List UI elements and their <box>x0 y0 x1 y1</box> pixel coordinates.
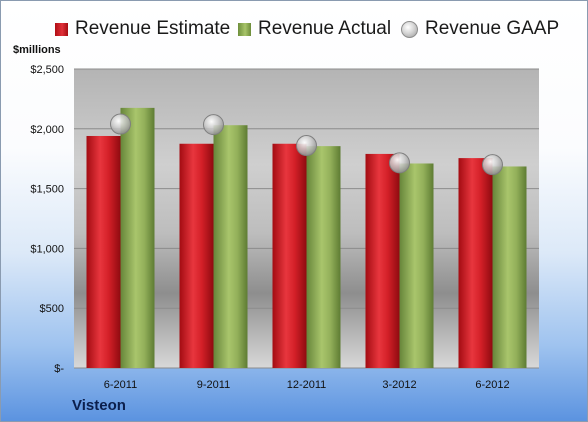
y-tick-label: $- <box>54 363 64 375</box>
bar-revenue-actual <box>492 166 527 368</box>
x-axis-ticks: 6-2011 9-2011 12-2011 3-2012 6-2012 <box>104 379 510 391</box>
marker-revenue-gaap <box>389 152 410 174</box>
x-tick-label: 6-2011 <box>104 379 137 391</box>
bar-revenue-estimate <box>179 143 214 368</box>
bar-revenue-estimate <box>365 153 400 368</box>
company-name: Visteon <box>72 397 126 414</box>
x-tick-label: 3-2012 <box>382 379 416 391</box>
bar-revenue-estimate <box>458 158 493 368</box>
x-tick-label: 9-2011 <box>197 379 230 391</box>
y-tick-label: $500 <box>40 303 64 315</box>
bar-revenue-actual <box>399 163 434 368</box>
marker-revenue-gaap <box>482 154 503 176</box>
legend-label-actual: Revenue Actual <box>258 18 392 39</box>
legend-label-estimate: Revenue Estimate <box>75 18 231 39</box>
legend-label-gaap: Revenue GAAP <box>425 18 560 39</box>
bar-revenue-estimate <box>272 143 307 368</box>
y-tick-label: $2,000 <box>30 124 64 136</box>
y-tick-label: $1,500 <box>30 184 64 196</box>
legend-swatch-estimate <box>55 22 68 36</box>
bar-revenue-actual <box>120 107 155 369</box>
legend-item-revenue-actual: Revenue Actual <box>238 15 391 43</box>
y-tick-label: $1,000 <box>30 243 64 255</box>
chart-legend: Revenue Estimate Revenue Actual Revenue … <box>1 15 587 43</box>
legend-item-revenue-gaap: Revenue GAAP <box>401 15 559 43</box>
y-axis-ticks: $- $500 $1,000 $1,500 $2,000 $2,500 <box>30 64 64 375</box>
x-tick-label: 12-2011 <box>287 379 327 391</box>
marker-revenue-gaap <box>296 135 317 157</box>
bars <box>86 107 527 369</box>
bar-revenue-actual <box>213 125 248 368</box>
gaap-markers <box>110 113 503 176</box>
legend-item-revenue-estimate: Revenue Estimate <box>55 15 230 43</box>
y-axis-units-label: $millions <box>13 44 61 56</box>
bar-revenue-estimate <box>86 135 121 368</box>
bar-revenue-actual <box>306 146 341 368</box>
y-tick-label: $2,500 <box>30 64 64 76</box>
marker-revenue-gaap <box>110 113 131 135</box>
x-tick-label: 6-2012 <box>475 379 509 391</box>
legend-swatch-actual <box>238 22 251 36</box>
legend-swatch-gaap <box>401 20 418 38</box>
marker-revenue-gaap <box>203 114 224 136</box>
